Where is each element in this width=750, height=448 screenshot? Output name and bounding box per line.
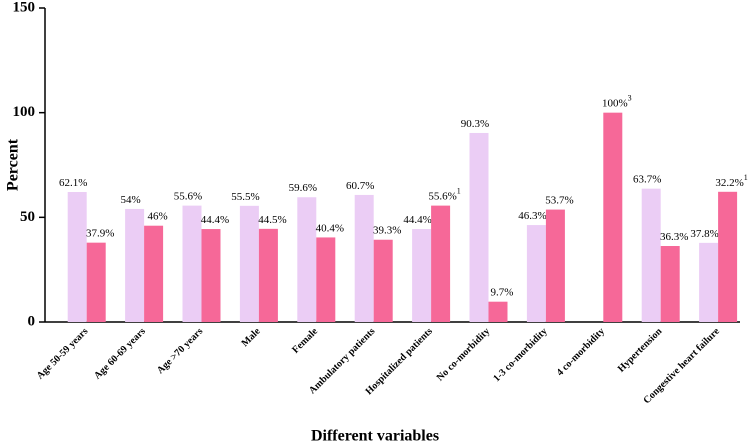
- value-label-text: 44.5%: [258, 213, 286, 225]
- x-tick-label: 4 co-morbidity: [555, 326, 607, 378]
- bar: [431, 205, 451, 322]
- bar: [258, 228, 278, 322]
- value-label: 62.1%: [59, 177, 87, 189]
- value-label-text: 55.6%: [428, 190, 456, 202]
- value-label: 40.4%: [316, 222, 344, 234]
- bar: [469, 132, 489, 322]
- value-label: 36.3%: [660, 231, 688, 243]
- bar: [603, 112, 623, 323]
- y-tick-label: 50: [20, 209, 35, 225]
- bar: [125, 208, 145, 322]
- value-label-text: 36.3%: [660, 231, 688, 243]
- bar: [86, 242, 106, 322]
- x-tick-label: Male: [240, 326, 263, 349]
- x-tick-label: Age 50-59 years: [35, 326, 91, 382]
- bar: [526, 225, 546, 322]
- value-label: 59.6%: [289, 182, 317, 194]
- x-tick-label: Female: [290, 326, 320, 356]
- value-label: 44.5%: [258, 213, 286, 225]
- y-tick-label: 100: [13, 104, 36, 120]
- value-label-text: 90.3%: [461, 118, 489, 130]
- bar: [354, 194, 374, 322]
- value-label-text: 37.8%: [690, 227, 718, 239]
- bar: [201, 229, 221, 322]
- value-label: 37.9%: [86, 227, 114, 239]
- bar: [488, 301, 508, 322]
- value-label: 44.4%: [201, 214, 229, 226]
- bar: [297, 197, 317, 322]
- value-label-text: 55.6%: [174, 190, 202, 202]
- value-label-text: 62.1%: [59, 177, 87, 189]
- value-label-note: 1: [457, 186, 461, 195]
- value-label-note: 1: [744, 173, 748, 182]
- value-label-text: 40.4%: [316, 222, 344, 234]
- x-tick-label: Age 60-69 years: [92, 326, 148, 382]
- bar: [67, 192, 87, 322]
- value-label-text: 44.4%: [201, 214, 229, 226]
- bar: [660, 246, 680, 322]
- bar: [412, 229, 432, 322]
- bar: [144, 225, 164, 322]
- y-tick-label: 0: [28, 313, 36, 329]
- bar: [545, 209, 565, 322]
- y-tick-label: 150: [13, 0, 36, 15]
- x-tick-label: No co-morbidity: [435, 326, 492, 383]
- value-label: 46.3%: [518, 210, 546, 222]
- value-label: 44.4%: [403, 214, 431, 226]
- value-label: 90.3%: [461, 118, 489, 130]
- value-label-text: 63.7%: [633, 173, 661, 185]
- value-label: 39.3%: [373, 224, 401, 236]
- value-label-text: 100%: [602, 97, 628, 109]
- value-label-text: 44.4%: [403, 214, 431, 226]
- value-label-text: 60.7%: [346, 179, 374, 191]
- bar: [239, 205, 259, 322]
- value-label-text: 54%: [121, 193, 141, 205]
- value-label: 55.6%1: [428, 186, 460, 202]
- value-label: 60.7%: [346, 179, 374, 191]
- bar: [182, 205, 202, 322]
- value-label-text: 46%: [148, 210, 168, 222]
- value-label: 53.7%: [545, 194, 573, 206]
- bar: [699, 242, 719, 322]
- value-label: 100%3: [602, 93, 632, 109]
- value-label: 55.5%: [231, 190, 259, 202]
- value-label-text: 55.5%: [231, 190, 259, 202]
- bar: [316, 237, 336, 322]
- value-label: 63.7%: [633, 173, 661, 185]
- value-label: 55.6%: [174, 190, 202, 202]
- value-label-text: 39.3%: [373, 224, 401, 236]
- value-label: 46%: [148, 210, 168, 222]
- value-label: 9.7%: [491, 286, 514, 298]
- x-axis-label: Different variables: [311, 428, 439, 445]
- bar: [373, 239, 393, 322]
- x-tick-label: Hypertension: [616, 326, 665, 375]
- value-label-text: 37.9%: [86, 227, 114, 239]
- value-label-text: 53.7%: [545, 194, 573, 206]
- value-label-text: 32.2%: [715, 176, 743, 188]
- x-tick-label: 1-3 co-morbidity: [491, 326, 549, 384]
- y-axis-label: Percent: [5, 138, 22, 191]
- value-label-text: 46.3%: [518, 210, 546, 222]
- value-label-note: 3: [628, 93, 632, 102]
- value-label-text: 9.7%: [491, 286, 514, 298]
- value-label: 32.2%1: [715, 173, 747, 189]
- bar: [641, 188, 661, 322]
- value-label: 37.8%: [690, 227, 718, 239]
- bar: [718, 191, 738, 322]
- x-tick-label: Age >70 years: [155, 326, 205, 376]
- value-label: 54%: [121, 193, 141, 205]
- value-label-text: 59.6%: [289, 182, 317, 194]
